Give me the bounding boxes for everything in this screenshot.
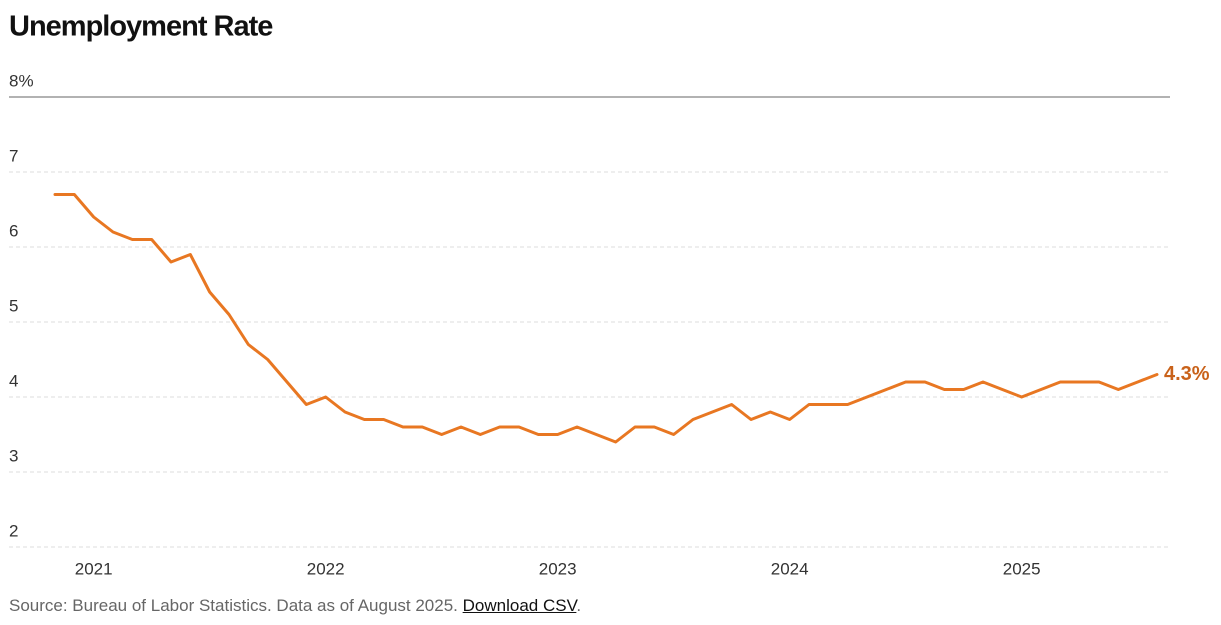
- x-tick-label: 2024: [771, 559, 809, 578]
- y-tick-label: 4: [9, 371, 18, 390]
- source: Source: Bureau of Labor Statistics. Data…: [9, 596, 458, 615]
- end-label: 4.3%: [1164, 363, 1210, 385]
- y-tick-label: 7: [9, 146, 18, 165]
- line: [53, 193, 1159, 444]
- y-tick-label: 6: [9, 221, 18, 240]
- chart-title: Unemployment Rate: [9, 11, 273, 43]
- y-tick-label: 5: [9, 296, 18, 315]
- y-tick-label: 2: [9, 521, 18, 540]
- x-tick-label: 2021: [75, 559, 113, 578]
- source-end: .: [576, 596, 582, 615]
- download-link[interactable]: Download CSV: [462, 596, 577, 615]
- x-tick-label: 2025: [1003, 559, 1041, 578]
- chart: Unemployment Rate 2 3 4 5 6 7 8% 2021 2022 2023 20…: [9, 11, 1210, 578]
- x-tick-label: 2023: [539, 559, 577, 578]
- y-tick-label: 8%: [9, 71, 34, 90]
- footer: Source: Bureau of Labor Statistics. Data…: [9, 596, 581, 616]
- x-tick-label: 2022: [307, 559, 345, 578]
- y-tick-label: 3: [9, 446, 18, 465]
